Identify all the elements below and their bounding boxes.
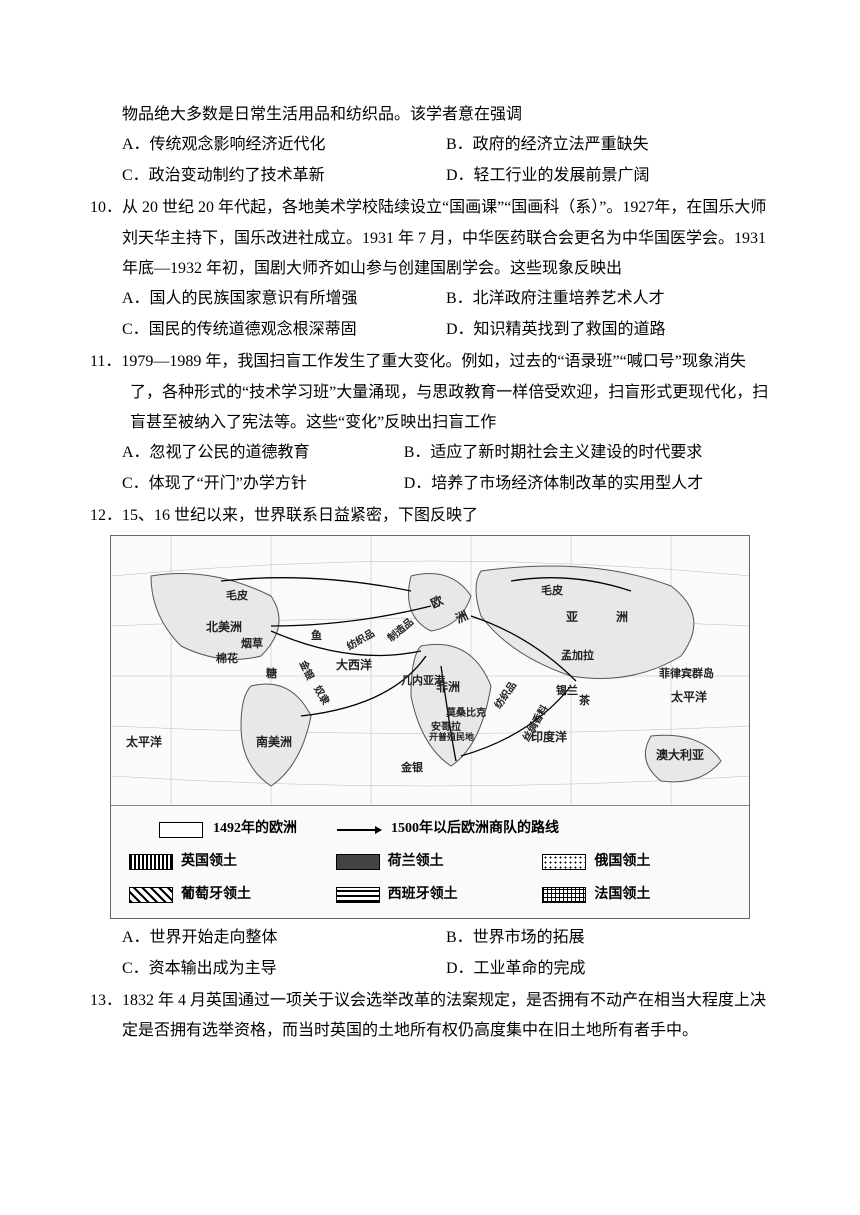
map-label-fur1: 毛皮: [226, 586, 248, 607]
legend-swatch-fr-icon: [542, 887, 586, 903]
q11-options-row1: A．忽视了公民的道德教育 B．适应了新时期社会主义建设的时代要求: [90, 438, 770, 468]
q12-options-row2: C．资本输出成为主导 D．工业革命的完成: [90, 954, 770, 984]
legend-swatch-nl-icon: [336, 854, 380, 870]
map-label-guinea: 几内亚港: [401, 671, 445, 692]
q12-options-row1: A．世界开始走向整体 B．世界市场的拓展: [90, 923, 770, 953]
q12-option-d[interactable]: D．工业革命的完成: [446, 954, 770, 984]
q11-option-b[interactable]: B．适应了新时期社会主义建设的时代要求: [404, 438, 770, 468]
q13-stem: 13．1832 年 4 月英国通过一项关于议会选举改革的法案规定，是否拥有不动产…: [90, 986, 770, 1047]
q10-options-row2: C．国民的传统道德观念根深蒂固 D．知识精英找到了救国的道路: [90, 315, 770, 345]
map-legend: 1492年的欧洲 1500年以后欧洲商队的路线 英国领土 荷兰领土 俄国领土 葡…: [111, 806, 749, 918]
q9-option-c[interactable]: C．政治变动制约了技术革新: [122, 161, 446, 191]
map-label-fish: 鱼: [311, 626, 322, 647]
map-label-tobacco: 烟草: [241, 634, 263, 655]
q10-option-a[interactable]: A．国人的民族国家意识有所增强: [122, 284, 446, 314]
q9-options-row2: C．政治变动制约了技术革新 D．轻工行业的发展前景广阔: [90, 161, 770, 191]
legend-swatch-es-icon: [336, 887, 380, 903]
legend-swatch-ru-icon: [542, 854, 586, 870]
world-map-figure: 北美洲 南美洲 欧 洲 亚 洲 非洲 大西洋 印度洋 太平洋 太平洋 澳大利亚 …: [90, 531, 770, 923]
map-label-cotton: 棉花: [216, 649, 238, 670]
map-label-asia2: 洲: [616, 606, 628, 629]
q11-option-a[interactable]: A．忽视了公民的道德教育: [122, 438, 404, 468]
q10-option-c[interactable]: C．国民的传统道德观念根深蒂固: [122, 315, 446, 345]
legend-eu1492: 1492年的欧洲: [213, 816, 297, 843]
legend-arrow-icon: [337, 829, 381, 831]
legend-es: 西班牙领土: [388, 882, 458, 909]
legend-uk: 英国领土: [181, 849, 237, 876]
q9-option-b[interactable]: B．政府的经济立法严重缺失: [446, 130, 770, 160]
map-label-atl: 大西洋: [336, 654, 372, 677]
q9-option-d[interactable]: D．轻工行业的发展前景广阔: [446, 161, 770, 191]
legend-swatch-eu1492-icon: [159, 822, 203, 838]
map-label-tea: 茶: [579, 691, 590, 712]
legend-fr: 法国领土: [594, 882, 650, 909]
q12-option-b[interactable]: B．世界市场的拓展: [446, 923, 770, 953]
legend-ru: 俄国领土: [594, 849, 650, 876]
map-label-ceylon: 锡兰: [556, 681, 578, 702]
q9-continuation: 物品绝大多数是日常生活用品和纺织品。该学者意在强调: [90, 100, 770, 130]
map-label-bengal: 孟加拉: [561, 646, 594, 667]
world-map-svg: 北美洲 南美洲 欧 洲 亚 洲 非洲 大西洋 印度洋 太平洋 太平洋 澳大利亚 …: [111, 536, 749, 806]
map-label-asia1: 亚: [566, 606, 578, 629]
q9-options-row1: A．传统观念影响经济近代化 B．政府的经济立法严重缺失: [90, 130, 770, 160]
q12-option-a[interactable]: A．世界开始走向整体: [122, 923, 446, 953]
map-label-na: 北美洲: [206, 616, 242, 639]
legend-pt: 葡萄牙领土: [181, 882, 251, 909]
map-label-phil: 菲律宾群岛: [659, 664, 714, 685]
map-label-pac-r: 太平洋: [671, 686, 707, 709]
q9-option-a[interactable]: A．传统观念影响经济近代化: [122, 130, 446, 160]
q11-options-row2: C．体现了“开门”办学方针 D．培养了市场经济体制改革的实用型人才: [90, 469, 770, 499]
q10-option-b[interactable]: B．北洋政府注重培养艺术人才: [446, 284, 770, 314]
legend-nl: 荷兰领土: [388, 849, 444, 876]
legend-swatch-uk-icon: [129, 854, 173, 870]
legend-swatch-pt-icon: [129, 887, 173, 903]
q12-stem: 12．15、16 世纪以来，世界联系日益紧密，下图反映了: [90, 501, 770, 531]
q11-option-c[interactable]: C．体现了“开门”办学方针: [122, 469, 404, 499]
legend-routes: 1500年以后欧洲商队的路线: [391, 816, 559, 843]
map-label-sa: 南美洲: [256, 731, 292, 754]
q11-stem: 11．1979—1989 年，我国扫盲工作发生了重大变化。例如，过去的“语录班”…: [90, 347, 770, 438]
map-label-aus: 澳大利亚: [656, 744, 704, 767]
map-label-goldsilver2: 金银: [401, 758, 423, 779]
map-label-pac-l: 太平洋: [126, 731, 162, 754]
q11-option-d[interactable]: D．培养了市场经济体制改革的实用型人才: [404, 469, 770, 499]
q10-option-d[interactable]: D．知识精英找到了救国的道路: [446, 315, 770, 345]
map-label-angola2: 开普殖民地: [429, 729, 474, 746]
q12-option-c[interactable]: C．资本输出成为主导: [122, 954, 446, 984]
map-label-sugar: 糖: [266, 664, 277, 685]
map-label-fur2: 毛皮: [541, 581, 563, 602]
q10-options-row1: A．国人的民族国家意识有所增强 B．北洋政府注重培养艺术人才: [90, 284, 770, 314]
q10-stem: 10．从 20 世纪 20 年代起，各地美术学校陆续设立“国画课”“国画科（系）…: [90, 193, 770, 284]
